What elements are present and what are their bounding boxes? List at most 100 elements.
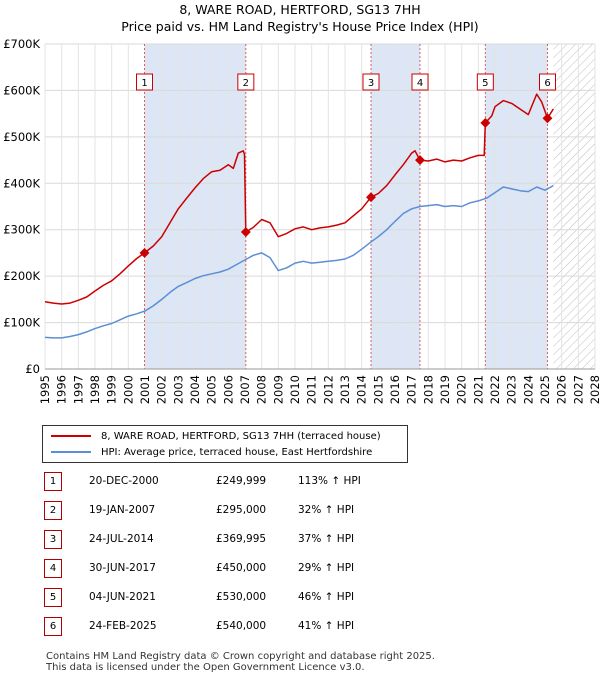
- x-tick-label: 2012: [321, 375, 335, 404]
- sale-label-box: [136, 73, 153, 91]
- x-tick-label: 2028: [588, 375, 600, 404]
- x-tick-label: 2010: [288, 375, 302, 404]
- y-tick-label: £600K: [3, 83, 40, 97]
- sale-price: £369,995: [216, 533, 267, 545]
- x-tick-label: 2024: [521, 375, 535, 404]
- sale-number-badge: 5: [44, 588, 62, 607]
- sale-hpi-change: 29% ↑ HPI: [298, 562, 355, 574]
- sale-point-marker: [366, 192, 376, 203]
- sale-label-number: 2: [243, 78, 249, 89]
- sale-point-marker: [542, 113, 553, 124]
- legend-label-property: 8, WARE ROAD, HERTFORD, SG13 7HH (terrac…: [101, 430, 381, 442]
- forecast-hatch-area: [553, 44, 595, 369]
- sale-number-badge: 2: [44, 501, 62, 520]
- legend-swatch-property: [51, 435, 91, 437]
- legend-label-hpi: HPI: Average price, terraced house, East…: [101, 446, 373, 458]
- sale-row: 5 04-JUN-2021 £530,000 46% ↑ HPI: [44, 588, 404, 608]
- sale-label-box: [476, 73, 494, 91]
- sale-hpi-change: 113% ↑ HPI: [298, 475, 361, 487]
- sale-date: 24-JUL-2014: [89, 533, 154, 545]
- x-tick-label: 2015: [371, 375, 385, 404]
- x-tick-label: 2002: [155, 375, 169, 404]
- sale-number-badge: 6: [44, 617, 62, 636]
- sale-date: 24-FEB-2025: [89, 620, 157, 632]
- x-tick-label: 2004: [188, 375, 202, 404]
- sale-row: 2 19-JAN-2007 £295,000 32% ↑ HPI: [44, 501, 404, 521]
- sale-price: £450,000: [216, 562, 267, 574]
- y-tick-label: £500K: [3, 130, 40, 144]
- sale-price: £249,999: [216, 475, 267, 487]
- chart-title-address: 8, WARE ROAD, HERTFORD, SG13 7HH: [179, 2, 421, 17]
- x-tick-label: 1997: [71, 375, 85, 404]
- x-tick-label: 2008: [255, 375, 269, 404]
- x-tick-label: 2020: [455, 375, 469, 404]
- footer-copyright: Contains HM Land Registry data © Crown c…: [46, 651, 435, 662]
- x-tick-label: 2013: [338, 375, 352, 404]
- y-tick-label: £100K: [3, 316, 40, 330]
- sale-label-box: [539, 73, 556, 91]
- sale-number-badge: 3: [44, 530, 62, 549]
- sale-date: 30-JUN-2017: [89, 562, 156, 574]
- sale-hpi-change: 46% ↑ HPI: [298, 591, 355, 603]
- x-tick-label: 1996: [55, 375, 69, 404]
- sale-number-badge: 4: [44, 559, 62, 578]
- x-tick-label: 2006: [221, 375, 235, 404]
- legend-item-hpi: HPI: Average price, terraced house, East…: [51, 445, 372, 459]
- y-tick-label: £300K: [3, 223, 40, 237]
- sale-label-number: 6: [544, 78, 550, 89]
- sale-label-box: [237, 73, 255, 91]
- x-tick-label: 2027: [571, 375, 585, 404]
- footer-attribution: Contains HM Land Registry data © Crown c…: [46, 651, 435, 673]
- x-tick-label: 2018: [421, 375, 435, 404]
- chart-legend: 8, WARE ROAD, HERTFORD, SG13 7HH (terrac…: [42, 425, 408, 463]
- y-tick-label: £200K: [3, 269, 40, 283]
- x-tick-label: 2011: [305, 375, 319, 404]
- sale-hpi-change: 32% ↑ HPI: [298, 504, 355, 516]
- sale-row: 6 24-FEB-2025 £540,000 41% ↑ HPI: [44, 617, 404, 637]
- sale-row: 3 24-JUL-2014 £369,995 37% ↑ HPI: [44, 530, 404, 550]
- sale-row: 4 30-JUN-2017 £450,000 29% ↑ HPI: [44, 559, 404, 579]
- x-tick-label: 2003: [171, 375, 185, 404]
- x-tick-label: 2019: [438, 375, 452, 404]
- x-tick-label: 2025: [538, 375, 552, 404]
- y-tick-label: £400K: [3, 176, 40, 190]
- sale-price: £540,000: [216, 620, 267, 632]
- y-tick-label: £0: [25, 362, 40, 376]
- sale-row: 1 20-DEC-2000 £249,999 113% ↑ HPI: [44, 472, 404, 492]
- sale-price: £530,000: [216, 591, 267, 603]
- sale-point-marker: [240, 227, 251, 237]
- sale-label-number: 3: [368, 78, 374, 89]
- x-tick-label: 2026: [555, 375, 569, 404]
- sale-point-marker: [415, 155, 425, 166]
- sale-label-box: [411, 73, 429, 91]
- x-tick-label: 2021: [471, 375, 485, 404]
- x-tick-label: 2016: [388, 375, 402, 404]
- y-tick-label: £700K: [3, 37, 40, 51]
- sale-date: 20-DEC-2000: [89, 475, 159, 487]
- x-tick-label: 2000: [121, 375, 135, 404]
- x-tick-label: 2023: [505, 375, 519, 404]
- legend-item-property: 8, WARE ROAD, HERTFORD, SG13 7HH (terrac…: [51, 429, 381, 443]
- x-tick-label: 2007: [238, 375, 252, 404]
- x-tick-label: 2009: [271, 375, 285, 404]
- sale-hpi-change: 41% ↑ HPI: [298, 620, 355, 632]
- sale-hpi-change: 37% ↑ HPI: [298, 533, 355, 545]
- sale-label-number: 5: [482, 78, 488, 89]
- x-tick-label: 1998: [88, 375, 102, 404]
- x-tick-label: 1999: [105, 375, 119, 404]
- x-tick-label: 1995: [38, 375, 52, 404]
- sale-price: £295,000: [216, 504, 267, 516]
- sale-label-number: 1: [141, 78, 147, 89]
- footer-licence: This data is licensed under the Open Gov…: [46, 662, 365, 673]
- sale-point-marker: [139, 247, 150, 258]
- x-tick-label: 2014: [355, 375, 369, 404]
- x-tick-label: 2017: [405, 375, 419, 404]
- legend-swatch-hpi: [51, 451, 91, 453]
- x-tick-label: 2005: [205, 375, 219, 404]
- sale-period-band: [485, 44, 548, 369]
- chart-subtitle: Price paid vs. HM Land Registry's House …: [121, 19, 479, 34]
- x-tick-label: 2001: [138, 375, 152, 404]
- x-tick-label: 2022: [488, 375, 502, 404]
- price-chart: 1 2 3 4 5 6 £0 £100K £200K £300K £400K £500K £600K £…: [3, 37, 600, 404]
- sale-number-badge: 1: [44, 472, 62, 491]
